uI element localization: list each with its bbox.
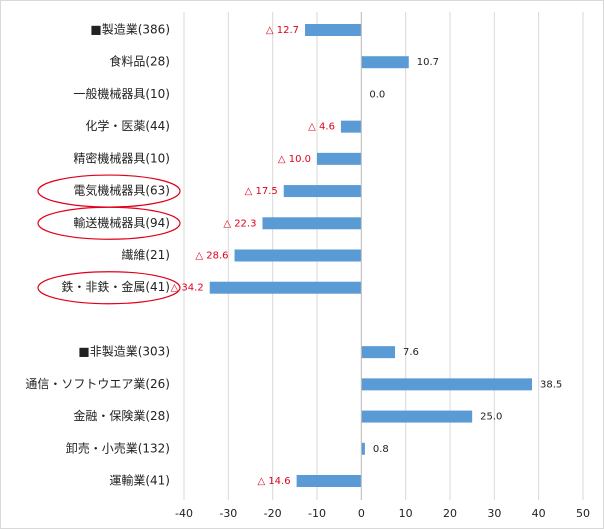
bar: [317, 152, 362, 165]
bar: [305, 24, 362, 36]
value-label: 38.5: [540, 379, 562, 390]
x-tick-label: 50: [576, 507, 590, 520]
y-tick-label: 食料品(28): [109, 54, 170, 69]
value-label: △ 10.0: [278, 154, 311, 165]
highlight-circle: [37, 271, 181, 305]
x-tick-label: -10: [308, 507, 326, 520]
bar: [262, 217, 362, 230]
x-tick-label: -30: [219, 507, 237, 520]
value-label: 7.6: [403, 347, 419, 358]
y-tick-label: 電気機械器具(63): [73, 183, 170, 198]
value-label: △ 28.6: [195, 251, 228, 262]
bar: [361, 442, 365, 455]
y-tick-label: ■非製造業(303): [78, 345, 170, 359]
value-label: 0.8: [373, 444, 389, 455]
value-label: 0.0: [369, 89, 385, 100]
x-tick-label: -40: [175, 507, 193, 520]
value-label: △ 4.6: [308, 122, 335, 133]
x-tick-label: 20: [443, 507, 457, 520]
y-tick-label: 精密機械器具(10): [73, 150, 170, 165]
value-label: 25.0: [480, 412, 502, 423]
y-tick-label: 金融・保険業(28): [73, 408, 170, 423]
bar: [361, 378, 533, 391]
bar: [361, 346, 396, 359]
x-tick-label: 10: [399, 507, 413, 520]
y-tick-label: 鉄・非鉄・金属(41): [61, 279, 170, 294]
y-tick-label: 輸送機械器具(94): [73, 215, 170, 230]
value-label: 10.7: [417, 57, 439, 68]
value-label: △ 34.2: [171, 283, 204, 294]
y-tick-label: 化学・医薬(44): [85, 118, 170, 133]
x-tick-label: 30: [487, 507, 501, 520]
y-tick-label: ■製造業(386): [90, 23, 170, 37]
x-tick-label: 0: [358, 507, 365, 520]
x-tick-label: 40: [532, 507, 546, 520]
value-label: △ 14.6: [257, 476, 290, 487]
value-label: △ 17.5: [245, 186, 278, 197]
value-label: △ 12.7: [266, 25, 299, 36]
y-tick-label: 運輸業(41): [109, 473, 170, 488]
bar: [234, 249, 362, 262]
bar: [283, 185, 362, 198]
bar: [361, 56, 409, 69]
y-tick-label: 卸売・小売業(132): [66, 440, 170, 455]
x-tick-label: -20: [264, 507, 282, 520]
y-tick-label: 一般機械器具(10): [73, 86, 170, 101]
bar: [296, 475, 362, 487]
bar: [209, 281, 362, 294]
highlight-circle: [37, 206, 181, 240]
y-tick-label: 繊維(21): [121, 248, 170, 262]
bar: [340, 120, 362, 133]
value-label: △ 22.3: [223, 218, 256, 229]
bar: [361, 410, 473, 423]
y-tick-label: 通信・ソフトウエア業(26): [25, 377, 170, 391]
